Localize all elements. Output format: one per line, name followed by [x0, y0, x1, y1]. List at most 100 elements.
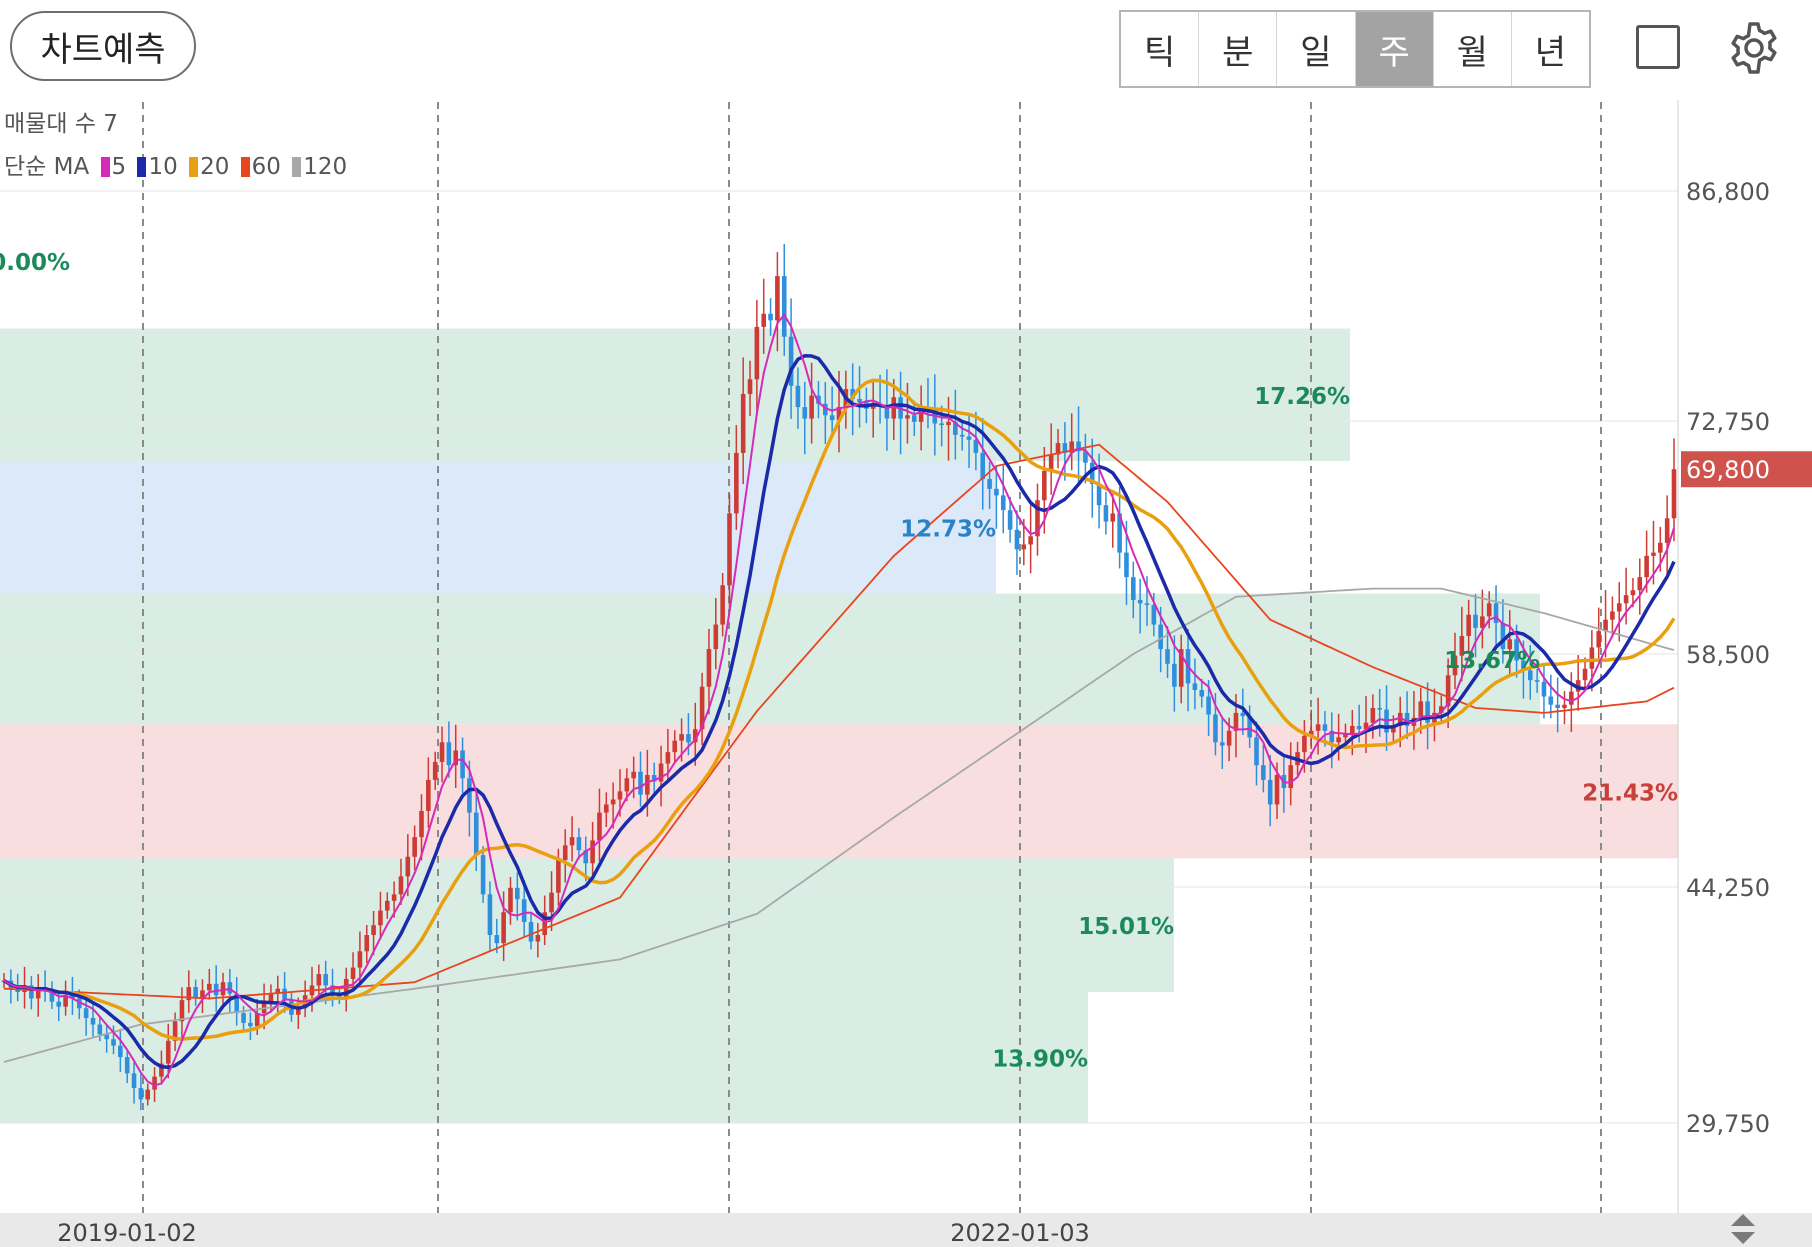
- volume-profile-pct: 13.67%: [1444, 648, 1540, 674]
- candle-body: [1480, 616, 1485, 628]
- candle-body: [487, 894, 493, 936]
- candle-body: [97, 1024, 103, 1035]
- candle-body: [1048, 454, 1054, 471]
- candle-body: [1240, 712, 1246, 717]
- volume-profile-zone: [0, 858, 1174, 992]
- candle-body: [1527, 670, 1533, 681]
- candle-body: [795, 385, 801, 408]
- volume-profile-zone: [0, 991, 1088, 1123]
- candle-body: [1117, 513, 1122, 553]
- candle-body: [1199, 689, 1205, 697]
- candle-body: [357, 951, 363, 968]
- volume-profile-pct: 0.00%: [0, 250, 70, 276]
- candle-body: [1486, 603, 1492, 617]
- current-price-label: 69,800: [1686, 456, 1770, 484]
- candle-body: [1555, 704, 1560, 708]
- candle-body: [364, 935, 370, 952]
- candle-body: [1356, 725, 1362, 730]
- candle-body: [603, 804, 609, 813]
- resize-vertical-icon[interactable]: [1728, 1212, 1758, 1246]
- candle-body: [597, 812, 602, 841]
- candle-body: [1664, 518, 1670, 543]
- candle-body: [350, 967, 356, 979]
- candle-body: [768, 313, 773, 321]
- candle-body: [1014, 529, 1020, 550]
- period-year[interactable]: 년: [1534, 32, 1567, 73]
- period-month[interactable]: 월: [1434, 12, 1512, 86]
- ma120-line: [3, 587, 1675, 1063]
- period-week[interactable]: 주: [1355, 12, 1434, 86]
- candle-body: [1425, 701, 1430, 723]
- candle-body: [1158, 624, 1163, 650]
- square-icon[interactable]: [1636, 25, 1680, 69]
- candle-body: [1534, 680, 1540, 682]
- candle-body: [1233, 712, 1239, 731]
- candle-body: [446, 742, 452, 766]
- y-tick-label: 86,800: [1686, 178, 1770, 206]
- candle-body: [241, 1013, 246, 1023]
- candle-body: [111, 1039, 116, 1046]
- ma10-swatch: [137, 157, 147, 177]
- candle-body: [1226, 730, 1232, 746]
- volume-profile-pct: 17.26%: [1254, 384, 1350, 410]
- candle-body: [1404, 712, 1410, 726]
- candle-body: [501, 912, 506, 944]
- candle-body: [1589, 647, 1595, 669]
- candle-body: [1172, 663, 1177, 687]
- candle-body: [549, 892, 554, 913]
- period-minute[interactable]: 분: [1199, 12, 1278, 86]
- candle-body: [207, 983, 212, 991]
- candle-body: [583, 850, 589, 864]
- candle-body: [419, 810, 424, 838]
- candle-body: [1213, 714, 1218, 743]
- candle-body: [932, 410, 938, 424]
- ma20-label: 20: [200, 154, 230, 180]
- candle-body: [1521, 660, 1526, 671]
- candle-body: [1582, 668, 1588, 681]
- candle-body: [939, 423, 944, 426]
- candle-body: [1007, 510, 1013, 530]
- candle-body: [740, 393, 746, 453]
- candle-body: [761, 313, 767, 327]
- candle-body: [1418, 701, 1424, 718]
- ma5-label: 5: [111, 154, 127, 180]
- candle-body: [576, 837, 582, 851]
- candle-body: [788, 336, 794, 386]
- candle-body: [946, 421, 951, 426]
- candle-body: [980, 452, 986, 480]
- volume-profile-pct: 13.90%: [992, 1046, 1088, 1072]
- candle-body: [775, 276, 780, 321]
- candle-body: [638, 771, 643, 795]
- candle-body: [535, 935, 541, 942]
- ma20-swatch: [189, 157, 199, 177]
- candle-body: [966, 436, 972, 440]
- period-day[interactable]: 일: [1277, 12, 1356, 86]
- y-tick-label: 58,500: [1686, 641, 1770, 669]
- ma120-swatch: [292, 157, 302, 177]
- candle-body: [781, 276, 787, 337]
- candle-body: [371, 925, 376, 936]
- period-tick[interactable]: 틱: [1121, 12, 1200, 86]
- candle-body: [494, 935, 500, 944]
- chart-predict-button[interactable]: 차트예측: [10, 11, 196, 81]
- candle-body: [1137, 600, 1143, 604]
- candle-body: [1336, 737, 1341, 743]
- candle-body: [1637, 577, 1643, 591]
- candle-body: [1397, 712, 1403, 726]
- candle-body: [1500, 622, 1506, 650]
- candle-body: [590, 840, 595, 864]
- candle-body: [124, 1057, 130, 1074]
- candle-body: [480, 855, 486, 895]
- candle-body: [1089, 462, 1095, 484]
- candle-body: [802, 407, 808, 419]
- candle-body: [699, 686, 705, 730]
- gear-icon[interactable]: [1726, 20, 1782, 76]
- candle-body: [439, 742, 445, 762]
- candle-body: [891, 397, 897, 419]
- candle-body: [1350, 725, 1355, 735]
- candle-body: [1131, 577, 1136, 601]
- candle-body: [1069, 441, 1075, 453]
- candle-body: [679, 734, 684, 741]
- candle-body: [56, 1001, 62, 1007]
